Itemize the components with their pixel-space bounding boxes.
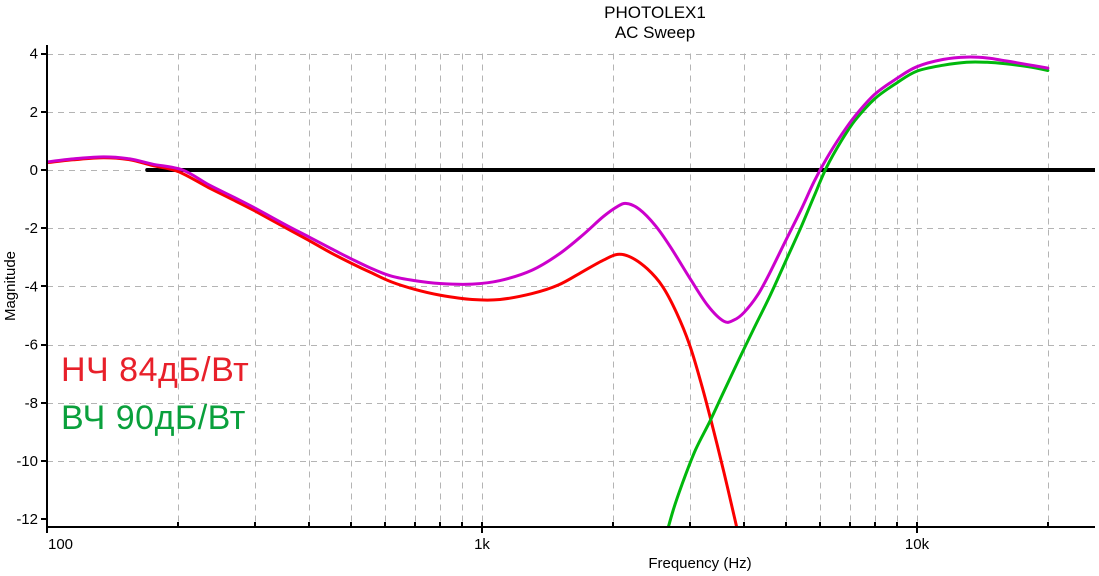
curve-вч-tweeter-	[666, 60, 1050, 527]
chart-subtitle: AC Sweep	[614, 23, 696, 42]
grid-lines	[47, 53, 1095, 527]
y-axis-label: Magnitude	[2, 250, 19, 322]
y-tick-label: -2	[25, 220, 38, 237]
annotation-tweeter-sensitivity: ВЧ 90дБ/Вт	[61, 399, 246, 437]
y-tick-label: -12	[16, 511, 38, 528]
curve-нч-woofer-	[47, 156, 739, 527]
y-tick-label: -6	[25, 337, 38, 354]
title-block: PHOTOLEX1 AC Sweep	[455, 3, 855, 43]
x-tick-label: 1k	[474, 536, 490, 553]
y-tick-label: 2	[30, 104, 38, 121]
y-tick-label: 4	[30, 46, 38, 63]
curve-сумма-sum-	[47, 55, 1050, 324]
ticks	[41, 53, 1049, 533]
x-tick-label: 10k	[905, 536, 930, 553]
y-tick-label: 0	[30, 162, 38, 179]
y-tick-label: -4	[25, 278, 38, 295]
curves	[47, 55, 1095, 527]
chart-title: PHOTOLEX1	[604, 3, 706, 22]
y-tick-label: -10	[16, 453, 38, 470]
tick-labels: 4 2 0 -2 -4 -6 -8 -10 -12 100 1k 10k	[16, 46, 929, 553]
x-axis-label: Frequency (Hz)	[648, 555, 752, 572]
y-tick-label: -8	[25, 395, 38, 412]
annotation-woofer-sensitivity: НЧ 84дБ/Вт	[61, 351, 250, 389]
x-tick-label: 100	[48, 536, 73, 553]
